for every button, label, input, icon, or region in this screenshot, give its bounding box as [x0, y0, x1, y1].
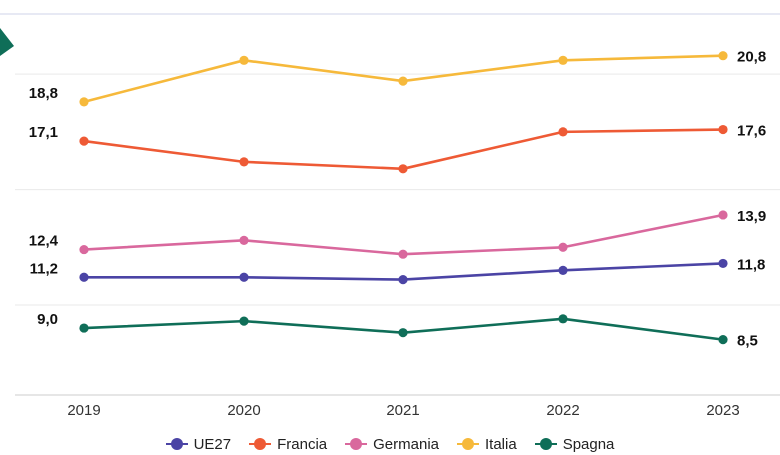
data-point	[239, 272, 249, 282]
legend-item-francia: Francia	[249, 436, 327, 453]
data-point	[239, 157, 249, 167]
data-point	[239, 235, 249, 245]
data-point	[718, 51, 728, 61]
legend-label: Spagna	[562, 435, 615, 453]
corner-triangle-icon	[0, 28, 14, 56]
legend-label: Germania	[373, 435, 439, 453]
data-label: 13,9	[737, 208, 766, 225]
data-point	[79, 97, 89, 107]
legend-item-italia: Italia	[457, 436, 517, 453]
data-point	[558, 265, 568, 275]
data-label: 17,6	[737, 123, 766, 140]
data-point	[558, 314, 568, 324]
data-label: 8,5	[737, 333, 758, 350]
data-point	[718, 124, 728, 135]
legend-item-germania: Germania	[345, 436, 439, 453]
x-tick-label: 2020	[227, 402, 260, 419]
line-chart: 2019 2020 2021 2022 2023 11,2 11,8 17,1 17,6 12,4…	[15, 49, 780, 419]
data-point	[398, 274, 408, 285]
data-label: 20,8	[737, 49, 766, 66]
data-point	[398, 249, 408, 259]
legend-swatch	[457, 438, 479, 450]
legend-label: Francia	[277, 435, 328, 453]
data-point	[79, 136, 89, 146]
data-point	[558, 127, 568, 137]
data-point	[718, 210, 728, 220]
legend-item-ue27: UE27	[165, 435, 232, 453]
data-point	[558, 242, 568, 252]
legend-swatch	[534, 438, 557, 450]
x-tick-label: 2022	[546, 402, 579, 419]
legend-swatch	[345, 438, 368, 450]
legend-swatch	[165, 438, 188, 450]
legend-swatch	[249, 438, 272, 450]
data-point	[558, 55, 568, 65]
data-point	[398, 76, 408, 86]
legend-item-spagna: Spagna	[534, 435, 615, 453]
chart-legend: UE27 Francia Germania Italia Spagna	[0, 433, 780, 455]
data-point	[398, 164, 408, 174]
data-point	[718, 258, 728, 269]
data-label: 11,8	[737, 256, 765, 273]
x-tick-label: 2023	[706, 402, 739, 419]
data-point	[79, 244, 89, 255]
legend-label: UE27	[193, 435, 232, 453]
data-point	[79, 323, 89, 333]
data-label: 9,0	[37, 311, 58, 328]
data-point	[239, 316, 249, 326]
top-divider	[0, 13, 780, 15]
data-point	[398, 328, 408, 338]
data-label: 18,8	[29, 85, 58, 102]
legend-label: Italia	[485, 435, 517, 453]
x-tick-label: 2021	[386, 402, 419, 419]
data-point	[718, 335, 728, 345]
data-label: 17,1	[29, 124, 58, 141]
series-line-germania	[83, 213, 724, 256]
data-label: 11,2	[30, 260, 58, 277]
series-line-francia	[83, 128, 724, 171]
data-point	[79, 272, 89, 282]
data-point	[239, 55, 249, 65]
data-label: 12,4	[29, 233, 59, 250]
x-tick-label: 2019	[67, 402, 100, 419]
